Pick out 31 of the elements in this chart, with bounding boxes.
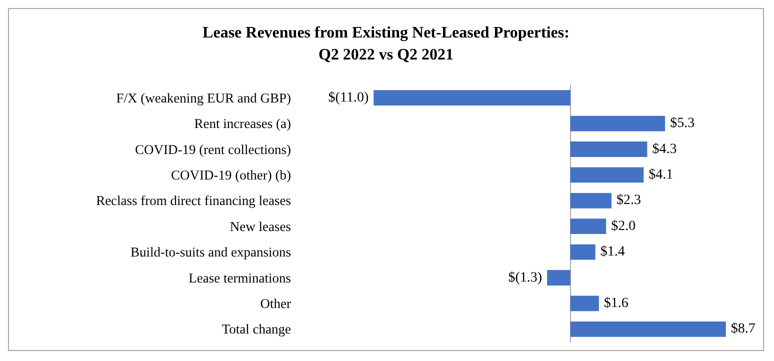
y-tick-label: Lease terminations <box>188 270 291 286</box>
bar <box>570 296 599 312</box>
y-tick-label: COVID-19 (rent collections) <box>135 142 291 157</box>
data-label: $2.0 <box>611 218 636 234</box>
y-tick-label: Build-to-suits and expansions <box>130 244 291 260</box>
bar <box>374 90 570 106</box>
bar <box>570 218 606 234</box>
y-tick-label: Other <box>260 296 292 311</box>
data-label: $1.6 <box>604 296 628 311</box>
bar <box>547 270 570 286</box>
chart-title: Lease Revenues from Existing Net-Leased Properties: Q2 2022 vs Q2 2021 <box>202 24 570 64</box>
y-tick-label: Rent increases (a) <box>194 116 291 132</box>
y-tick-label: Reclass from direct financing leases <box>96 193 291 208</box>
data-label: $2.3 <box>616 193 641 208</box>
data-label: $(1.3) <box>508 270 542 286</box>
y-tick-label: Total change <box>222 322 291 337</box>
bar <box>570 244 596 260</box>
y-tick-label: COVID-19 (other) (b) <box>171 167 291 182</box>
data-label: $8.7 <box>730 322 756 337</box>
data-label: $(11.0) <box>328 90 369 106</box>
y-tick-label: New leases <box>230 218 291 234</box>
data-label: $1.4 <box>600 244 625 260</box>
bar <box>570 321 726 337</box>
bar <box>570 167 644 183</box>
bar <box>570 142 648 157</box>
data-label: $4.3 <box>652 142 677 157</box>
y-tick-label: F/X (weakening EUR and GBP) <box>116 90 291 106</box>
bar <box>570 192 612 208</box>
bar <box>570 116 666 132</box>
data-label: $5.3 <box>670 116 695 132</box>
data-label: $4.1 <box>648 167 674 182</box>
